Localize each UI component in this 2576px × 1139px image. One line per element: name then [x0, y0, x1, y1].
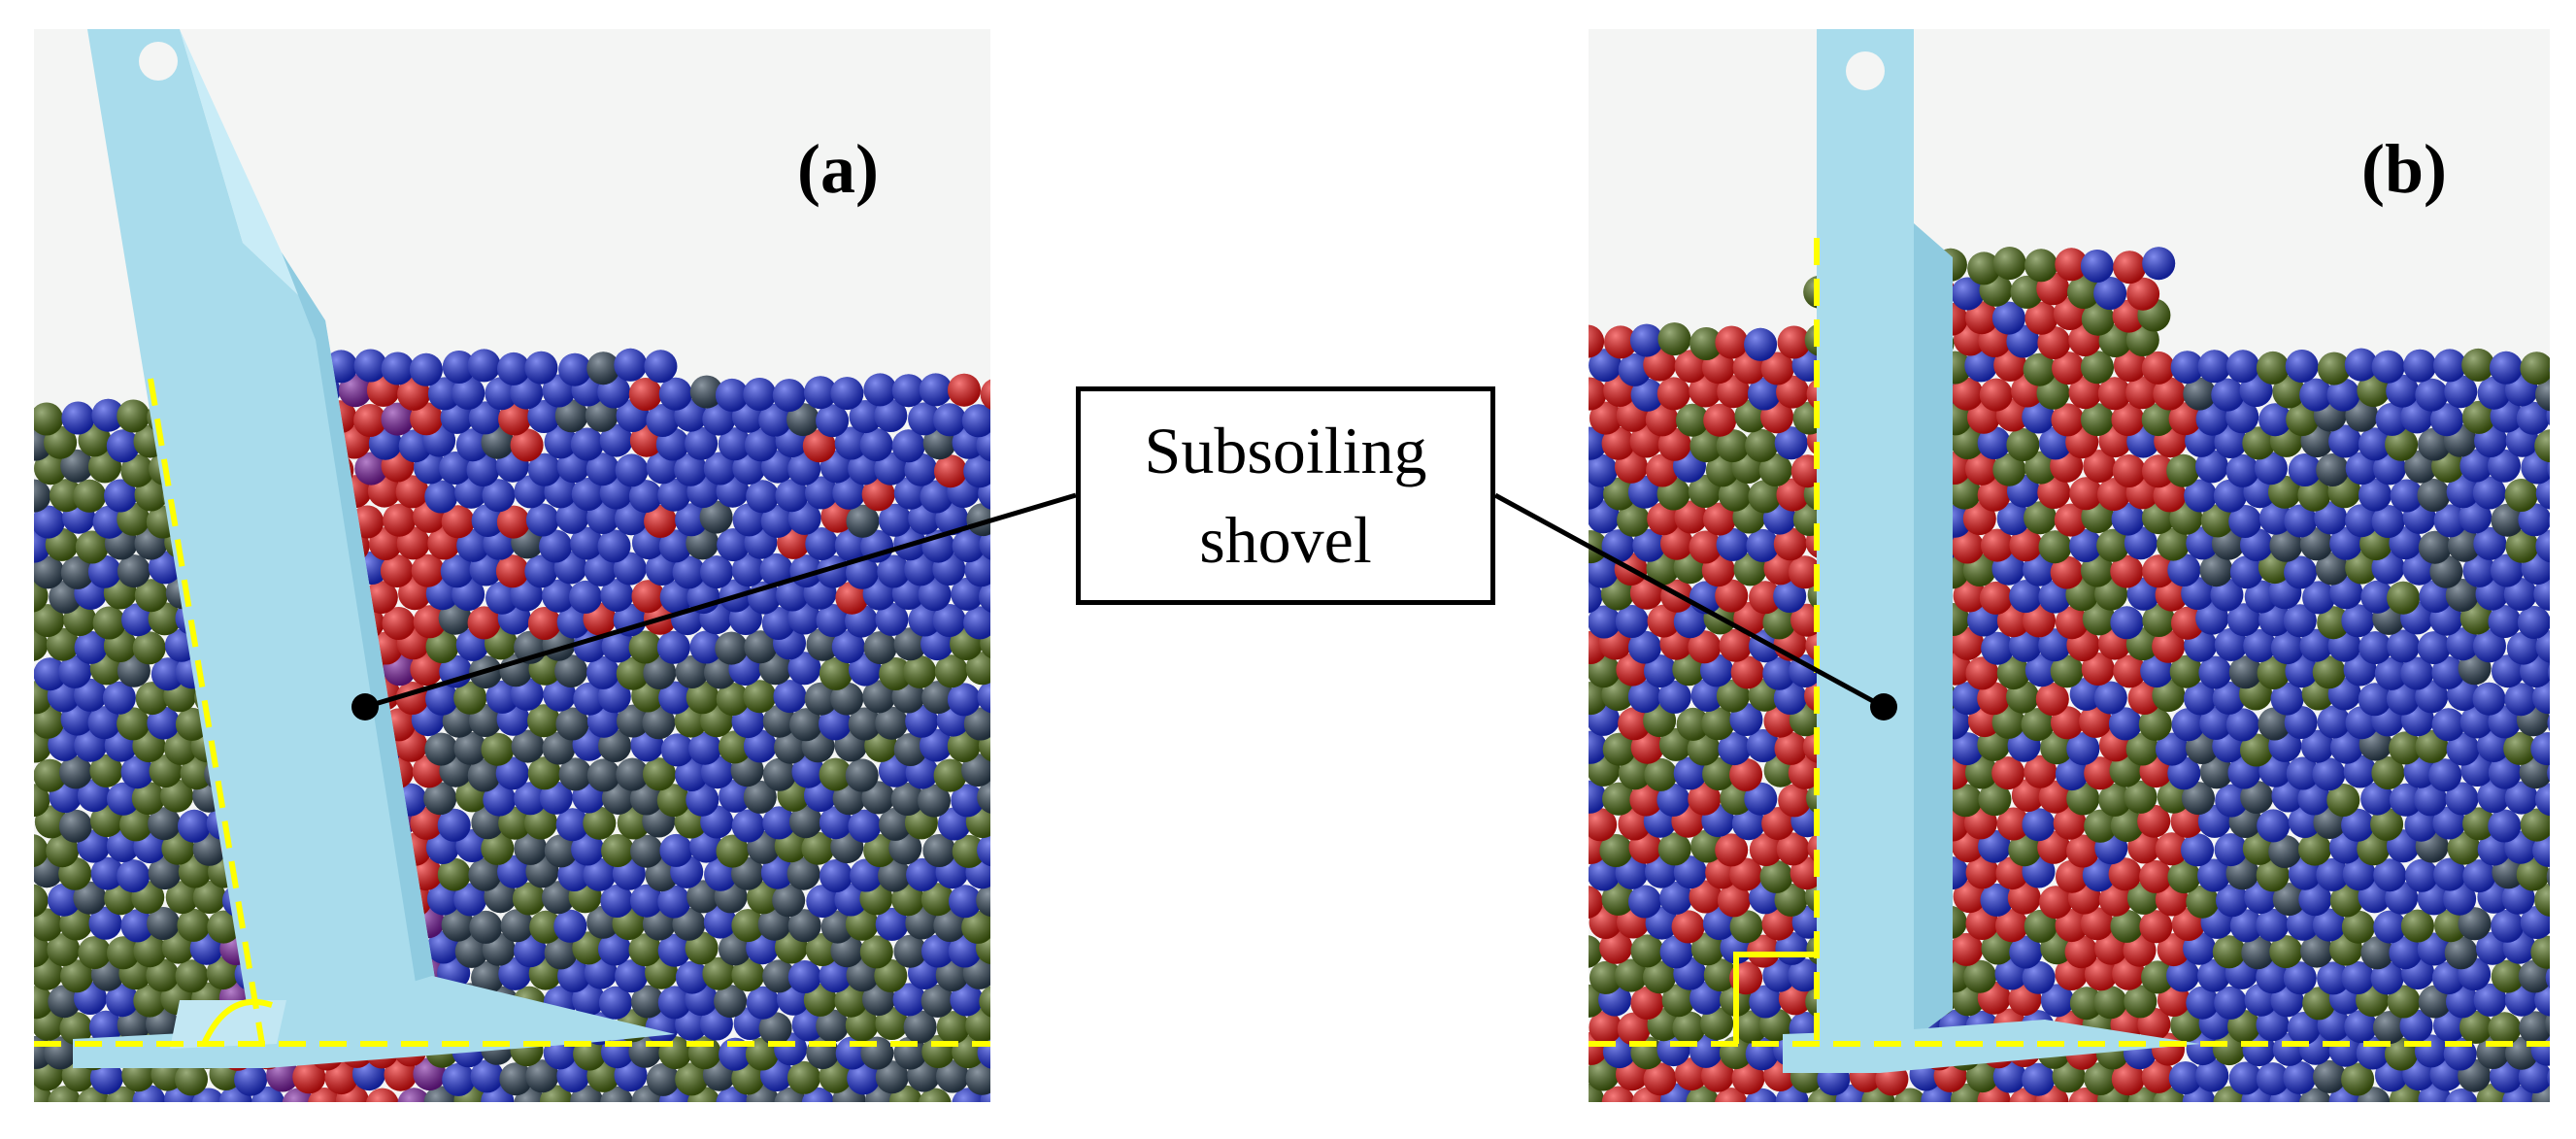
callout-dot-b — [1870, 693, 1897, 720]
simulation-image-b — [1589, 29, 2550, 1102]
guide-lines-b — [1589, 238, 2550, 1047]
guide-lines-a — [34, 378, 990, 1047]
callout-box: Subsoiling shovel — [1076, 386, 1495, 605]
panel-b: (b) — [1589, 29, 2550, 1102]
angle-arc-a — [201, 998, 273, 1046]
panel-label-b: (b) — [2361, 130, 2447, 208]
simulation-image-a — [34, 29, 990, 1102]
subsoiling-shovel-b — [1783, 29, 2200, 1073]
panel-label-a: (a) — [797, 130, 879, 208]
panel-a: (a) — [34, 29, 990, 1102]
callout-dot-a — [351, 693, 379, 720]
soil-particles-b — [1589, 246, 2550, 1102]
callout-line-1: Subsoiling — [1144, 413, 1427, 487]
callout-line-2: shovel — [1199, 502, 1372, 577]
